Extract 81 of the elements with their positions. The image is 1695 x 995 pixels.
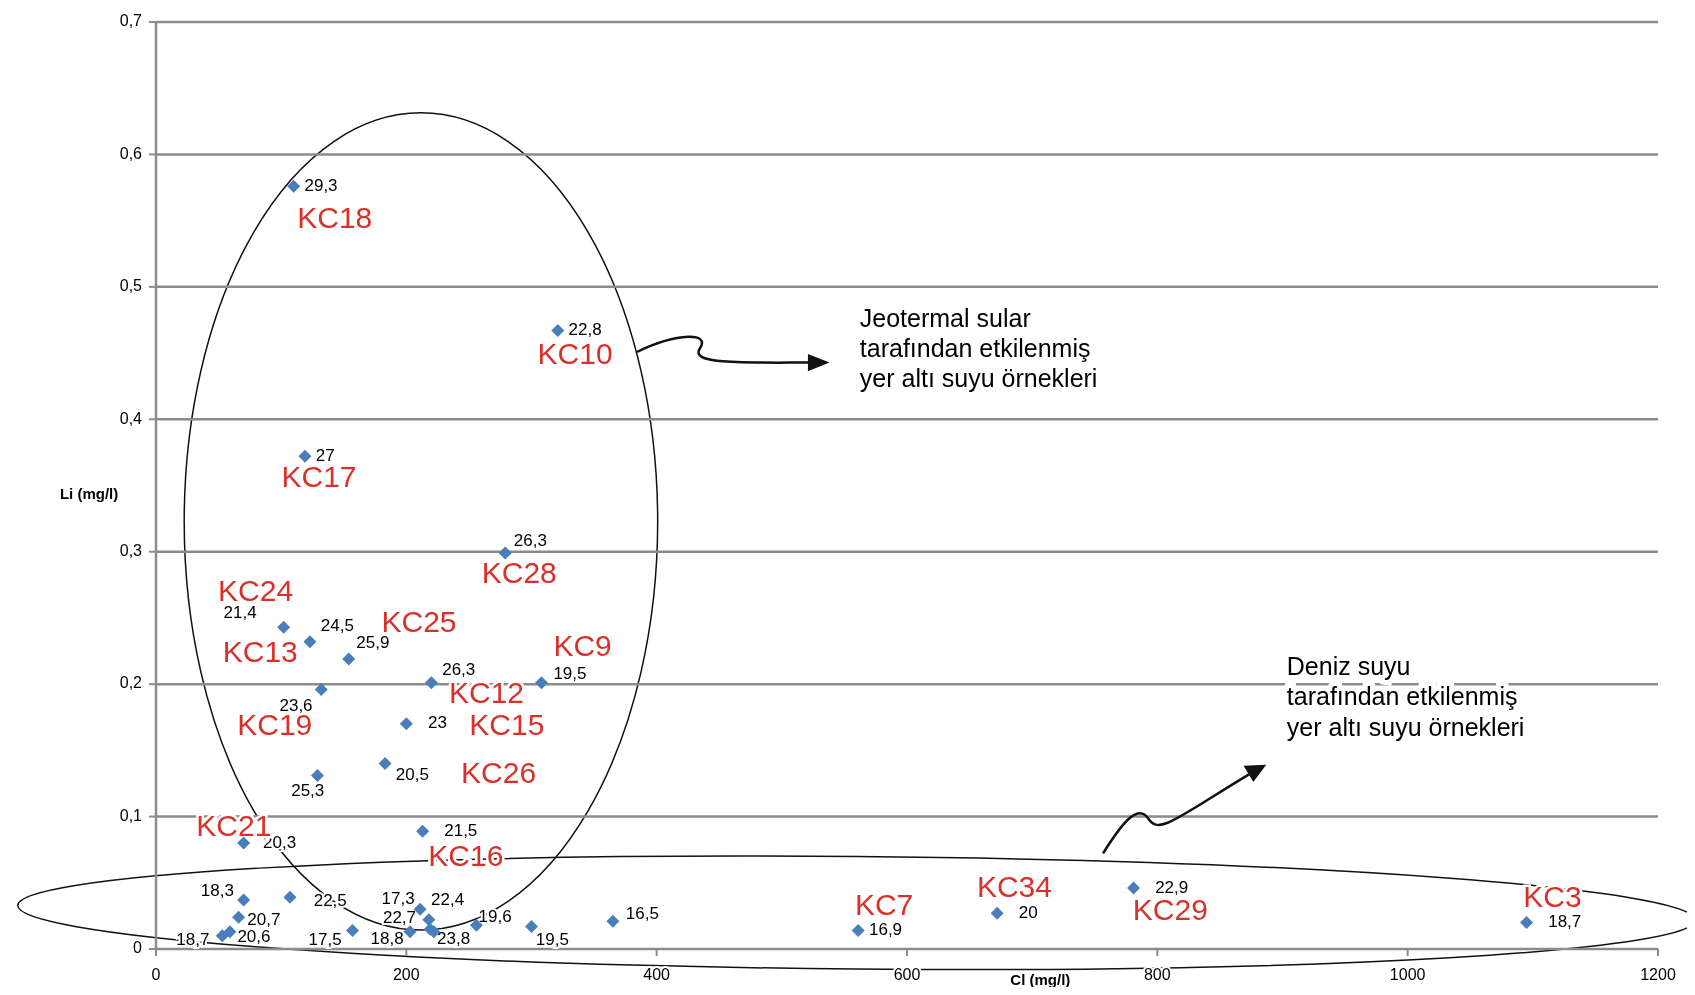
annotation: 18,7 <box>1548 912 1582 931</box>
x-tick-label: 800 <box>1143 966 1171 983</box>
point <box>310 769 324 783</box>
point <box>498 546 512 560</box>
point <box>237 893 251 907</box>
annotation: 26,3 <box>513 530 547 550</box>
y-tick-label: 0,5 <box>119 277 143 295</box>
annotation: 18,3 <box>200 880 234 900</box>
point <box>413 902 427 916</box>
annotation: KC15 <box>469 708 545 742</box>
point <box>525 919 538 933</box>
annotation: 20,5 <box>395 764 429 784</box>
point <box>416 824 430 838</box>
point <box>535 676 549 690</box>
point <box>551 324 565 338</box>
point <box>378 757 392 771</box>
x-tick-label: 200 <box>392 966 420 983</box>
annotation: 20,7 <box>247 909 281 929</box>
point <box>851 923 865 937</box>
point <box>232 910 246 924</box>
y-axis-title: Li (mg/l) <box>59 485 119 503</box>
point <box>283 890 297 904</box>
annotation: 17,3 <box>381 889 415 909</box>
annotation: 22,4 <box>431 889 465 909</box>
point <box>314 682 328 696</box>
x-tick-label: 600 <box>893 966 921 983</box>
annotation: 16,5 <box>625 904 659 924</box>
y-tick-label: 0,6 <box>119 144 143 162</box>
annotation: 19,5 <box>535 930 569 950</box>
y-tick-label: 0 <box>133 939 143 957</box>
annotation: 25,3 <box>291 781 325 801</box>
y-tick-label: 0,1 <box>119 806 143 824</box>
point <box>346 923 360 937</box>
point <box>1520 916 1534 930</box>
point <box>606 914 620 928</box>
annotation: 23,8 <box>437 928 471 948</box>
annotation: 17,5 <box>308 929 342 949</box>
point <box>399 717 413 731</box>
annotation: Deniz suyu tarafından etkilenmiş yer altı suyu örnekleri <box>1286 651 1525 741</box>
annotation: Jeotermal sular tarafından etkilenmiş yer altı suyu örnekleri <box>859 303 1098 393</box>
point <box>287 179 301 193</box>
annotation: KC13 <box>222 634 298 668</box>
x-tick-label: 1200 <box>1640 966 1676 983</box>
y-tick-label: 0,2 <box>119 674 143 692</box>
annotation: 22,8 <box>568 320 602 340</box>
point <box>1127 881 1141 895</box>
annotation: 20 <box>1018 902 1038 922</box>
annotation: KC28 <box>481 555 557 589</box>
annotation: KC18 <box>297 200 373 234</box>
point <box>424 676 438 690</box>
annotation: 29,3 <box>304 175 338 195</box>
annotation: KC26 <box>461 756 537 790</box>
annotation: KC9 <box>553 629 612 663</box>
point <box>342 652 356 666</box>
point <box>403 925 417 939</box>
annotation: 22,7 <box>382 907 417 927</box>
y-tick-label: 0,3 <box>119 541 143 559</box>
x-tick-label: 0 <box>151 966 161 983</box>
annotation: KC10 <box>537 337 613 371</box>
x-tick-label: 400 <box>643 966 671 983</box>
point <box>277 620 291 634</box>
annotation: 24,5 <box>320 616 354 636</box>
annotation: KC3 <box>1523 879 1582 913</box>
x-tick-label: 1000 <box>1389 966 1426 983</box>
y-tick-label: 0,4 <box>119 409 143 427</box>
point <box>303 635 317 649</box>
annotation: KC34 <box>976 870 1052 904</box>
point <box>422 913 436 927</box>
annotation: 20,6 <box>237 926 271 946</box>
annotation: 19,6 <box>478 907 512 927</box>
point <box>990 906 1004 920</box>
point <box>298 449 312 463</box>
annotation: 21,5 <box>444 820 478 840</box>
annotation: 19,5 <box>553 663 587 683</box>
annotation: 18,8 <box>370 928 404 948</box>
annotation: 27 <box>315 445 335 465</box>
annotation: 16,9 <box>868 919 903 939</box>
annotation: 23 <box>427 713 447 733</box>
point <box>223 925 237 939</box>
annotation: KC7 <box>854 887 914 921</box>
y-tick-label: 0,7 <box>119 12 143 30</box>
